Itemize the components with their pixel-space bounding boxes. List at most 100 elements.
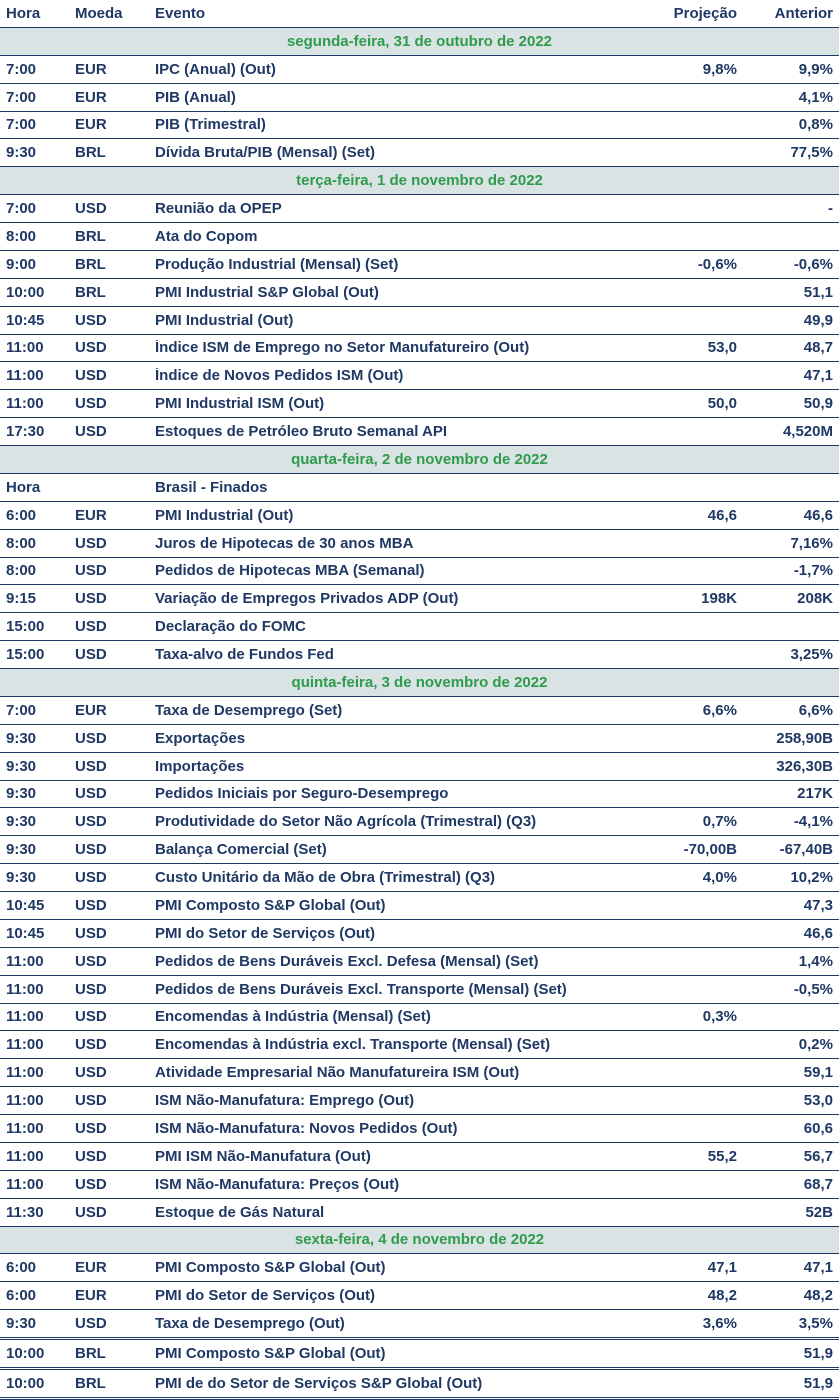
evento-cell: Custo Unitário da Mão de Obra (Trimestra… (155, 870, 496, 886)
evento-cell: Estoques de Petróleo Bruto Semanal API (155, 424, 448, 440)
event-row: 17:30 USD Estoques de Petróleo Bruto Seman… (0, 418, 839, 446)
anterior-cell: -0,6% (793, 256, 833, 272)
event-row: 7:00 EUR IPC (Anual) (Out) 9,8% 9,9% (0, 56, 839, 84)
evento-cell: Índice de Novos Pedidos ISM (Out) (155, 368, 404, 384)
moeda-cell: BRL (75, 145, 106, 161)
event-row: 7:00 EUR PIB (Anual) 4,1% (0, 84, 839, 112)
evento-cell: Taxa de Desemprego (Set) (155, 702, 343, 718)
evento-cell: PMI do Setor de Serviços (Out) (155, 1288, 376, 1304)
day-header-row: sexta-feira, 4 de novembro de 2022 (0, 1226, 839, 1255)
evento-cell: Índice ISM de Emprego no Setor Manufatur… (155, 340, 530, 356)
evento-cell: Ata do Copom (155, 228, 258, 244)
moeda-cell: USD (75, 591, 107, 607)
hora-cell: 7:00 (6, 61, 37, 77)
hora-cell: Hora (6, 479, 41, 495)
hora-cell: 10:45 (6, 312, 45, 328)
event-row: 11:00 USD ISM Não-Manufatura: Novos Pedido… (0, 1115, 839, 1143)
anterior-cell: 50,9 (803, 396, 833, 412)
anterior-cell: 0,2% (798, 1037, 833, 1053)
hora-cell: 11:00 (6, 340, 44, 356)
projecao-cell: -0,6% (697, 256, 737, 272)
anterior-cell: 4,520M (782, 424, 833, 440)
moeda-cell: USD (75, 1204, 107, 1220)
evento-cell: Pedidos de Bens Duráveis Excl. Transport… (155, 981, 567, 997)
evento-cell: ISM Não-Manufatura: Novos Pedidos (Out) (155, 1120, 458, 1136)
evento-cell: Produtividade do Setor Não Agrícola (Tri… (155, 814, 537, 830)
event-row: 10:00 BRL PMI Composto S&P Global (Out) 51,… (0, 1340, 839, 1370)
column-header-anterior: Anterior (774, 5, 833, 21)
hora-cell: 9:30 (6, 758, 37, 774)
event-row: 9:30 USD Produtividade do Setor Não Agríco… (0, 808, 839, 837)
evento-cell: Exportações (155, 730, 246, 746)
anterior-cell: 60,6 (803, 1120, 833, 1136)
anterior-cell: -4,1% (793, 814, 833, 830)
evento-cell: PIB (Trimestral) (155, 117, 266, 133)
anterior-cell: 217K (797, 786, 833, 802)
anterior-cell: -0,5% (793, 981, 833, 997)
event-row: 10:00 BRL PMI de do Setor de Serviços S&P … (0, 1370, 839, 1400)
event-row: 11:00 USD Índice de Novos Pedidos ISM (Out… (0, 362, 839, 391)
evento-cell: PMI Industrial S&P Global (Out) (155, 284, 379, 300)
moeda-cell: BRL (75, 1345, 106, 1361)
event-row: 11:00 USD Encomendas à Indústria (Mensal) … (0, 1004, 839, 1032)
event-row: 11:30 USD Estoque de Gás Natural 52B (0, 1199, 839, 1227)
evento-cell: Estoque de Gás Natural (155, 1204, 325, 1220)
projecao-cell: 0,7% (702, 814, 737, 830)
projecao-cell: 53,0 (707, 340, 737, 356)
column-header-moeda: Moeda (75, 5, 123, 21)
hora-cell: 8:00 (6, 228, 37, 244)
moeda-cell: USD (75, 424, 107, 440)
evento-cell: PMI de do Setor de Serviços S&P Global (… (155, 1375, 483, 1391)
moeda-cell: EUR (75, 1260, 107, 1276)
event-row: 7:00 EUR PIB (Trimestral) 0,8% (0, 112, 839, 140)
hora-cell: 11:00 (6, 1176, 44, 1192)
evento-cell: ISM Não-Manufatura: Preços (Out) (155, 1176, 400, 1192)
evento-cell: PMI Composto S&P Global (Out) (155, 897, 386, 913)
column-header-hora: Hora (6, 5, 41, 21)
hora-cell: 7:00 (6, 89, 37, 105)
hora-cell: 15:00 (6, 647, 45, 663)
evento-cell: Reunião da OPEP (155, 201, 282, 217)
event-row: 7:00 EUR Taxa de Desemprego (Set) 6,6% 6,6% (0, 697, 839, 725)
evento-cell: Juros de Hipotecas de 30 anos MBA (155, 535, 414, 551)
day-header-row: terça-feira, 1 de novembro de 2022 (0, 167, 839, 196)
evento-cell: PMI ISM Não-Manufatura (Out) (155, 1148, 371, 1164)
day-header-label: quarta-feira, 2 de novembro de 2022 (291, 451, 548, 467)
moeda-cell: USD (75, 1316, 107, 1332)
event-row: 11:00 USD PMI Industrial ISM (Out) 50,0 50,9 (0, 390, 839, 419)
column-header-evento: Evento (155, 5, 206, 21)
evento-cell: Encomendas à Indústria (Mensal) (Set) (155, 1009, 431, 1025)
moeda-cell: USD (75, 1120, 107, 1136)
evento-cell: Brasil - Finados (155, 479, 268, 495)
anterior-cell: 10,2% (790, 870, 833, 886)
event-row: 10:45 USD PMI Industrial (Out) 49,9 (0, 307, 839, 335)
event-row: 15:00 USD Taxa-alvo de Fundos Fed 3,25% (0, 641, 839, 669)
anterior-cell: 48,7 (803, 340, 833, 356)
event-row: 9:30 USD Taxa de Desemprego (Out) 3,6% 3,5% (0, 1310, 839, 1340)
hora-cell: 9:30 (6, 1316, 37, 1332)
anterior-cell: 52B (805, 1204, 833, 1220)
hora-cell: 11:00 (6, 981, 44, 997)
hora-cell: 11:00 (6, 1037, 44, 1053)
hora-cell: 6:00 (6, 507, 37, 523)
projecao-cell: 3,6% (702, 1316, 737, 1332)
moeda-cell: USD (75, 201, 107, 217)
event-row: 11:00 USD Pedidos de Bens Duráveis Excl. D… (0, 948, 839, 976)
moeda-cell: EUR (75, 702, 107, 718)
evento-cell: PMI Industrial ISM (Out) (155, 396, 325, 412)
column-header-row: Hora Moeda Evento Projeção Anterior (0, 0, 839, 28)
projecao-cell: 50,0 (707, 396, 737, 412)
hora-cell: 10:45 (6, 925, 45, 941)
moeda-cell: EUR (75, 61, 107, 77)
moeda-cell: USD (75, 730, 107, 746)
hora-cell: 17:30 (6, 424, 45, 440)
column-header-projecao: Projeção (673, 5, 737, 21)
moeda-cell: USD (75, 535, 107, 551)
day-header-label: segunda-feira, 31 de outubro de 2022 (286, 33, 553, 49)
moeda-cell: EUR (75, 1288, 107, 1304)
evento-cell: PIB (Anual) (155, 89, 236, 105)
anterior-cell: 51,9 (803, 1345, 833, 1361)
event-row: 6:00 EUR PMI Composto S&P Global (Out) 47,1… (0, 1254, 839, 1283)
evento-cell: Importações (155, 758, 245, 774)
